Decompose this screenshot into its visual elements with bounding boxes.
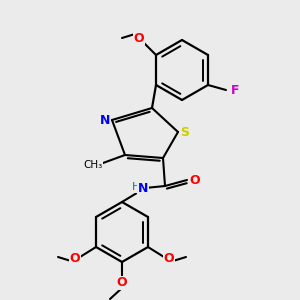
Text: CH₃: CH₃ xyxy=(83,160,103,170)
Text: N: N xyxy=(138,182,148,196)
Text: O: O xyxy=(190,173,200,187)
Text: O: O xyxy=(134,32,144,44)
Text: O: O xyxy=(164,251,174,265)
Text: S: S xyxy=(181,125,190,139)
Text: F: F xyxy=(231,83,239,97)
Text: O: O xyxy=(70,251,80,265)
Text: H: H xyxy=(132,182,140,192)
Text: N: N xyxy=(100,113,110,127)
Text: O: O xyxy=(117,277,127,290)
